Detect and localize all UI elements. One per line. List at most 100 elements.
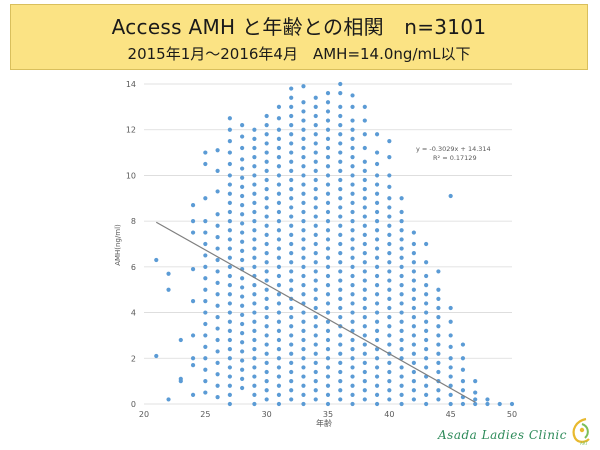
data-point <box>411 324 416 329</box>
data-point <box>301 219 306 224</box>
data-point <box>276 155 282 160</box>
data-point <box>399 374 404 379</box>
data-point <box>252 173 257 178</box>
y-tick-label: 8 <box>131 217 136 226</box>
data-point <box>215 372 220 377</box>
data-point <box>301 200 306 205</box>
data-point <box>473 390 478 395</box>
data-point <box>424 310 429 315</box>
data-point <box>387 155 392 160</box>
data-point <box>436 351 441 356</box>
data-point <box>374 228 380 233</box>
data-point <box>264 342 269 347</box>
data-point <box>227 347 232 352</box>
data-point <box>227 328 232 333</box>
data-point <box>313 333 318 338</box>
data-point <box>424 241 429 247</box>
data-point <box>411 388 416 393</box>
data-point <box>289 360 294 365</box>
data-point <box>252 283 257 288</box>
data-point <box>350 155 355 160</box>
data-point <box>227 173 232 178</box>
gridlines <box>144 83 512 405</box>
data-point <box>264 397 269 402</box>
data-point <box>374 200 380 205</box>
data-point <box>325 209 331 215</box>
data-point <box>399 237 404 242</box>
data-point <box>276 337 282 343</box>
data-point <box>289 269 294 274</box>
data-point <box>203 161 208 167</box>
data-point <box>264 251 269 256</box>
data-point <box>289 379 294 384</box>
data-point <box>411 287 416 292</box>
data-point <box>227 273 232 279</box>
data-point <box>240 193 245 199</box>
data-point <box>362 205 367 210</box>
data-point <box>338 214 343 219</box>
data-point <box>227 401 232 407</box>
data-point <box>374 374 380 379</box>
data-point <box>374 173 380 178</box>
data-point <box>448 401 453 407</box>
data-point <box>424 273 429 279</box>
data-point <box>448 319 453 324</box>
data-point <box>338 123 343 128</box>
data-point <box>338 342 343 347</box>
data-point <box>362 168 367 173</box>
data-point <box>289 205 294 210</box>
data-point <box>350 264 355 269</box>
data-point <box>325 155 331 160</box>
data-point <box>325 383 331 388</box>
data-point <box>448 333 453 338</box>
data-point <box>411 241 416 247</box>
data-point <box>362 397 367 402</box>
data-point <box>301 164 306 169</box>
data-point <box>276 356 282 361</box>
data-point <box>301 328 306 333</box>
data-points <box>154 81 515 407</box>
data-point <box>399 392 404 397</box>
data-point <box>276 292 282 297</box>
data-point <box>399 246 404 251</box>
data-point <box>350 401 355 407</box>
data-point <box>374 383 380 388</box>
data-point <box>338 296 343 301</box>
data-point <box>338 397 343 402</box>
data-point <box>276 182 282 187</box>
data-point <box>227 200 232 205</box>
data-point <box>411 333 416 338</box>
data-point <box>190 203 196 208</box>
data-point <box>325 219 331 224</box>
data-point <box>252 127 257 132</box>
data-point <box>313 305 318 311</box>
data-point <box>289 132 294 137</box>
data-point <box>276 310 282 315</box>
data-point <box>387 287 392 292</box>
data-point <box>387 397 392 402</box>
data-point <box>350 246 355 251</box>
data-point <box>166 397 171 402</box>
data-point <box>301 283 306 288</box>
data-point <box>313 287 318 292</box>
data-point <box>387 324 392 329</box>
data-point <box>325 91 331 96</box>
data-point <box>387 296 392 301</box>
data-point <box>448 193 453 199</box>
data-point <box>313 278 318 283</box>
data-point <box>264 187 269 192</box>
data-point <box>264 351 269 356</box>
data-point <box>252 164 257 169</box>
data-point <box>227 182 232 187</box>
y-tick-label: 10 <box>126 171 136 180</box>
data-point <box>350 356 355 361</box>
data-point <box>252 356 257 361</box>
data-point <box>215 223 220 228</box>
data-point <box>387 388 392 393</box>
data-point <box>252 292 257 297</box>
trendline <box>155 221 476 403</box>
data-point <box>338 333 343 338</box>
data-point <box>203 253 208 258</box>
data-point <box>362 369 367 375</box>
data-point <box>240 257 245 263</box>
